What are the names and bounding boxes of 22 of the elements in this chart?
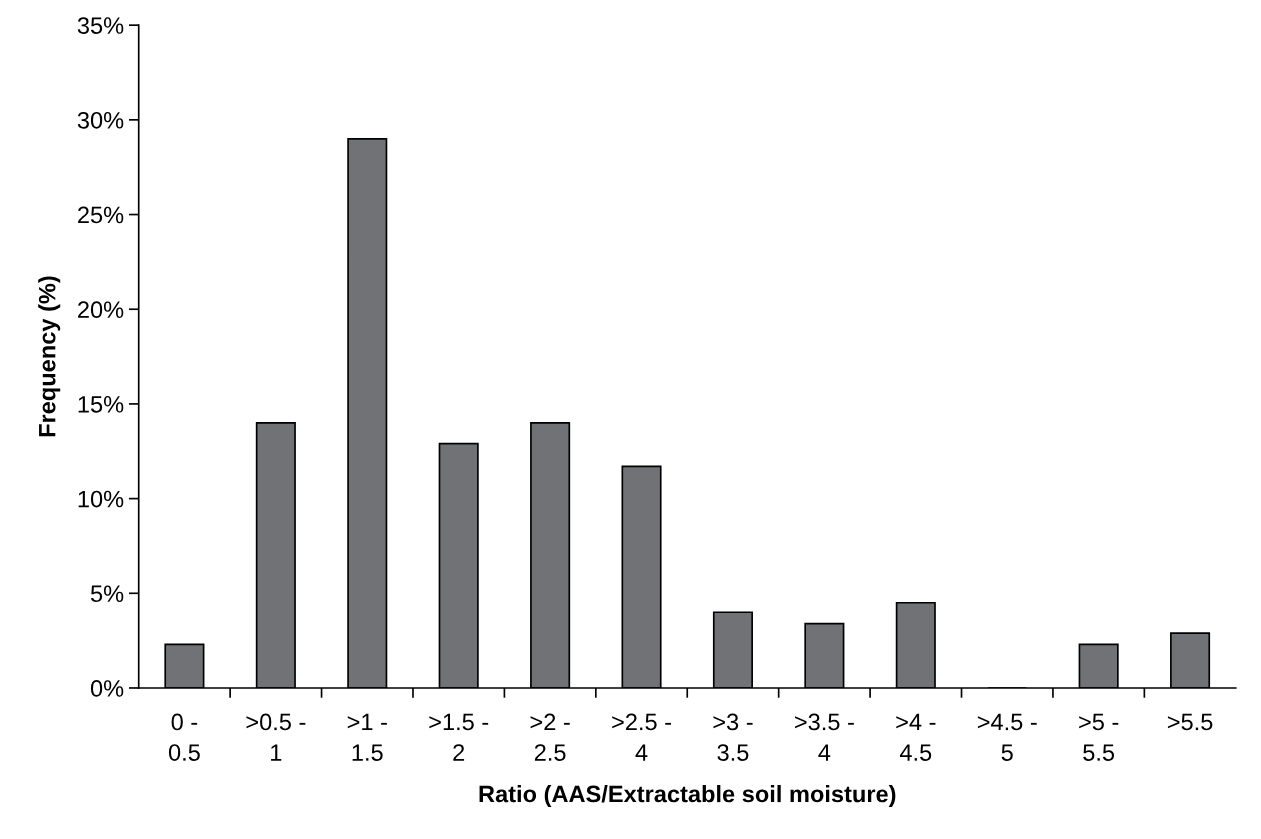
y-tick-label: 15% (78, 396, 124, 413)
x-tick-label: >2.5 - 4 (612, 713, 671, 761)
x-tick-label: >5.5 (1167, 713, 1213, 731)
y-tick-label: 25% (78, 206, 124, 224)
y-tick-label: 0% (90, 680, 124, 697)
y-tick-label: 20% (78, 301, 124, 319)
x-tick-label: >2 - 2.5 (530, 713, 570, 761)
x-axis-title: Ratio (AAS/Extractable soil moisture) (479, 785, 896, 808)
x-tick-label: >0.5 - 1 (246, 713, 306, 761)
x-tick-label: >1.5 - 2 (429, 713, 489, 761)
x-tick-label: >3.5 - 4 (795, 713, 854, 761)
x-tick-label: >3 - 3.5 (713, 713, 753, 761)
y-tick-label: 30% (77, 111, 124, 129)
y-tick-label: 10% (78, 490, 124, 508)
y-tick-label: 5% (90, 585, 124, 603)
x-tick-label: >5 - 5.5 (1079, 713, 1119, 761)
y-axis-title: Frequency (%) (38, 276, 61, 437)
y-tick-label: 35% (77, 17, 124, 34)
x-tick-label: >4 - 4.5 (896, 713, 936, 761)
x-tick-label: >1 - 1.5 (347, 713, 387, 761)
x-tick-label: >4.5 - 5 (977, 713, 1037, 761)
x-tick-label: 0 - 0.5 (168, 713, 200, 761)
